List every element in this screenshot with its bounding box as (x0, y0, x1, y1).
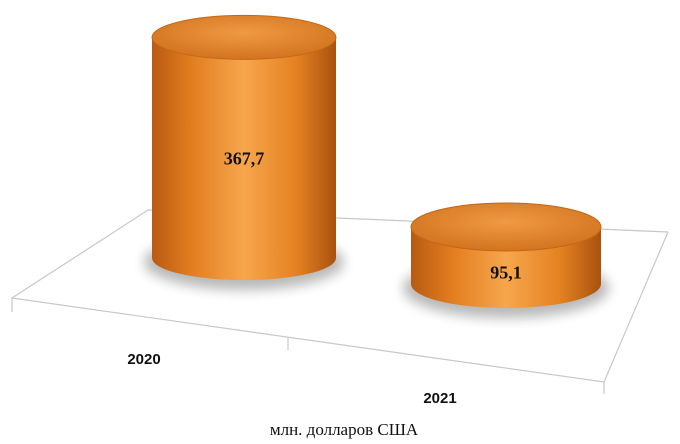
bar-value-label-2021: 95,1 (490, 263, 522, 283)
bar-2021: 95,1 (403, 202, 609, 318)
bar-2020: 367,7 (144, 14, 344, 290)
unit-caption: млн. долларов США (270, 420, 419, 439)
floor-edge-front (11, 297, 605, 383)
bars-layer: 367,7 95,1 (144, 14, 609, 318)
floor-edge-right (603, 231, 669, 383)
floor-edge-left (11, 209, 149, 312)
bar-top-2021 (410, 202, 602, 252)
bar-value-label-2020: 367,7 (224, 149, 265, 169)
bar-body-2020 (152, 37, 336, 280)
category-label-2020: 2020 (127, 351, 160, 368)
bar-top-2020 (151, 14, 337, 60)
category-label-2021: 2021 (423, 390, 456, 407)
